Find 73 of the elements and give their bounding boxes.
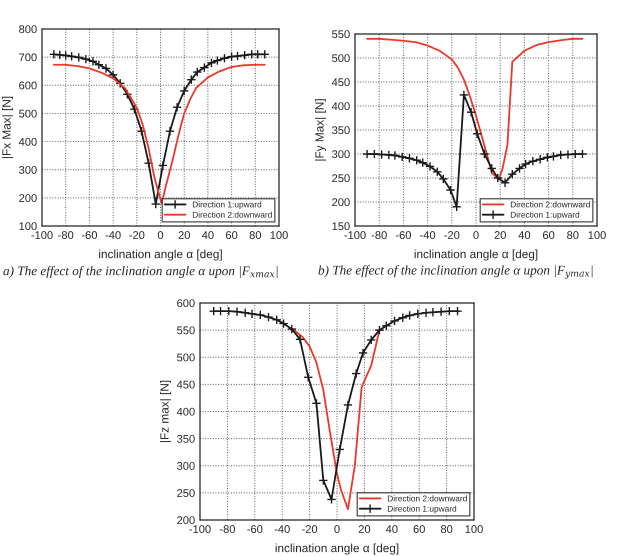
y-tick-label: 300	[177, 462, 195, 470]
y-tick-label: 700	[19, 53, 37, 62]
y-tick-label: 400	[18, 138, 37, 146]
y-tick-label: 550	[177, 326, 195, 334]
x-tick-label: -100	[344, 231, 366, 240]
x-tick-label: 0	[158, 231, 164, 240]
legend-label: Direction 2:downward	[510, 201, 590, 208]
x-tick-label: -20	[302, 525, 318, 534]
y-tick-label: 200	[332, 198, 350, 206]
x-tick-label: -60	[82, 231, 97, 240]
x-tick-label: 20	[178, 231, 190, 240]
x-tick-label: 80	[250, 231, 262, 240]
y-axis-title: |Fy Max| [N]	[314, 99, 326, 161]
x-tick-label: -80	[220, 525, 235, 534]
x-tick-label: -40	[420, 231, 436, 240]
x-tick-label: 60	[542, 231, 554, 240]
x-axis-title: inclination angle α [deg]	[99, 250, 222, 261]
y-tick-label: 250	[332, 174, 350, 182]
x-tick-label: 20	[358, 525, 370, 534]
x-tick-label: -40	[274, 525, 290, 534]
y-tick-label: 200	[19, 194, 37, 202]
y-tick-label: 600	[19, 82, 37, 90]
x-tick-label: 0	[334, 525, 340, 534]
y-axis-title: |Fz max| [N]	[160, 380, 172, 442]
x-tick-label: 20	[494, 231, 506, 240]
y-tick-label: 500	[177, 354, 195, 362]
x-tick-label: -80	[58, 231, 74, 240]
y-tick-label: 300	[332, 150, 350, 158]
x-tick-label: 80	[567, 231, 579, 240]
legend-label: Direction 2:downward	[192, 212, 272, 218]
y-tick-label: 350	[177, 434, 195, 443]
legend-label: Direction 1:upward	[388, 506, 456, 514]
y-tick-label: 450	[176, 380, 195, 389]
y-tick-label: 600	[177, 299, 195, 308]
text: b) The effect of the inclination angle α upon |F$_{ymax}$|	[318, 265, 592, 279]
y-tick-label: 500	[19, 110, 37, 118]
y-tick-label: 400	[176, 408, 195, 416]
y-tick-label: 300	[19, 166, 37, 174]
text: a) The effect of the inclination angle α upon |F$_{xmax}$|	[3, 266, 278, 278]
y-tick-label: 800	[19, 25, 37, 34]
x-tick-label: -40	[106, 231, 121, 240]
x-axis-title: inclination angle α [deg]	[414, 250, 538, 261]
x-tick-label: 60	[414, 525, 425, 534]
x-tick-label: 100	[270, 231, 288, 240]
x-tick-label: 40	[518, 231, 530, 240]
y-axis-title: |Fx Max| [N]	[2, 96, 14, 158]
x-tick-label: -100	[189, 525, 211, 534]
x-tick-label: 60	[226, 231, 238, 240]
y-tick-label: 350	[332, 126, 350, 134]
y-tick-label: 400	[332, 102, 350, 110]
y-tick-label: 250	[177, 489, 195, 498]
y-tick-label: 500	[332, 54, 350, 62]
y-tick-label: 200	[177, 516, 195, 524]
x-tick-label: -80	[372, 231, 387, 240]
x-tick-label: 40	[386, 525, 398, 534]
x-tick-label: 100	[588, 231, 606, 240]
x-tick-label: 0	[473, 231, 479, 240]
y-tick-label: 550	[332, 30, 350, 38]
x-tick-label: -60	[396, 231, 411, 240]
x-tick-label: -20	[129, 231, 144, 240]
legend-label: Direction 1:upward	[192, 201, 262, 210]
x-tick-label: -60	[247, 525, 262, 534]
legend-label: Direction 2:downward	[388, 495, 467, 502]
x-axis-title: inclination angle α [deg]	[276, 544, 398, 555]
x-tick-label: -100	[31, 231, 53, 240]
x-tick-label: 100	[466, 525, 483, 534]
y-tick-label: 150	[332, 222, 350, 230]
x-tick-label: -20	[444, 231, 460, 240]
y-tick-label: 450	[332, 78, 350, 86]
legend-label: Direction 1:upward	[510, 212, 580, 220]
y-tick-label: 100	[19, 222, 37, 230]
x-tick-label: 80	[440, 525, 452, 534]
x-tick-label: 40	[202, 231, 214, 240]
